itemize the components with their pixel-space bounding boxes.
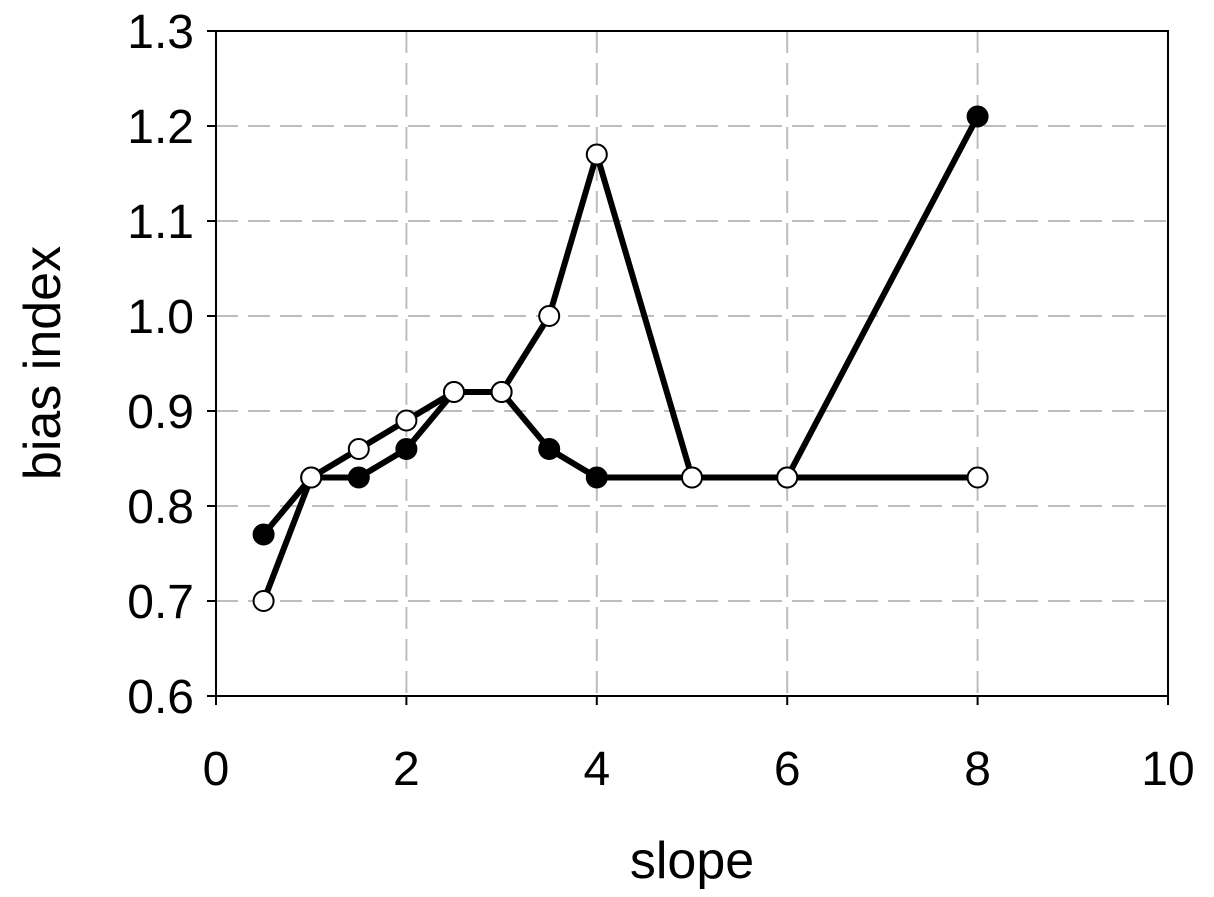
data-point-open (776, 466, 799, 489)
data-point-filled (538, 438, 561, 460)
x-tick-label: 10 (1141, 743, 1194, 796)
data-point-open (490, 381, 513, 403)
data-point-open (395, 409, 418, 432)
data-point-filled (347, 466, 370, 489)
data-point-filled (966, 105, 989, 128)
y-tick-label: 1.2 (127, 101, 194, 154)
data-point-filled (585, 466, 608, 489)
x-tick-label: 2 (393, 743, 420, 796)
data-point-filled (395, 438, 418, 460)
series-2 (252, 143, 989, 612)
plot-area (215, 30, 1169, 697)
series-layer (252, 105, 989, 612)
data-point-open (681, 466, 703, 489)
data-point-open (966, 466, 989, 489)
y-tick-label: 0.7 (127, 576, 194, 629)
data-point-open (347, 438, 370, 460)
y-axis-label: bias index (14, 246, 72, 480)
data-point-filled (252, 523, 275, 546)
x-tick-label: 8 (964, 743, 991, 796)
data-point-open (252, 590, 275, 612)
x-tick-label: 0 (203, 743, 230, 796)
data-point-open (443, 381, 465, 403)
series-line (261, 115, 981, 537)
data-point-open (585, 143, 608, 166)
y-tick-label: 1.0 (127, 291, 194, 344)
x-axis-label: slope (630, 832, 754, 890)
grid-lines (216, 31, 1168, 696)
y-tick-label: 0.9 (127, 386, 194, 439)
y-tick-label: 0.6 (127, 671, 194, 724)
axes: 0.6 0.7 0.8 0.9 1.0 1.1 1.2 1.3 0 2 4 6 8 10 (127, 6, 1194, 796)
y-tick-label: 0.8 (127, 481, 194, 534)
y-tick-label: 1.3 (127, 6, 194, 59)
x-tick-label: 4 (583, 743, 610, 796)
x-tick-label: 6 (774, 743, 801, 796)
y-tick-label: 1.1 (127, 196, 194, 249)
data-point-open (300, 466, 323, 489)
data-point-open (538, 305, 561, 327)
